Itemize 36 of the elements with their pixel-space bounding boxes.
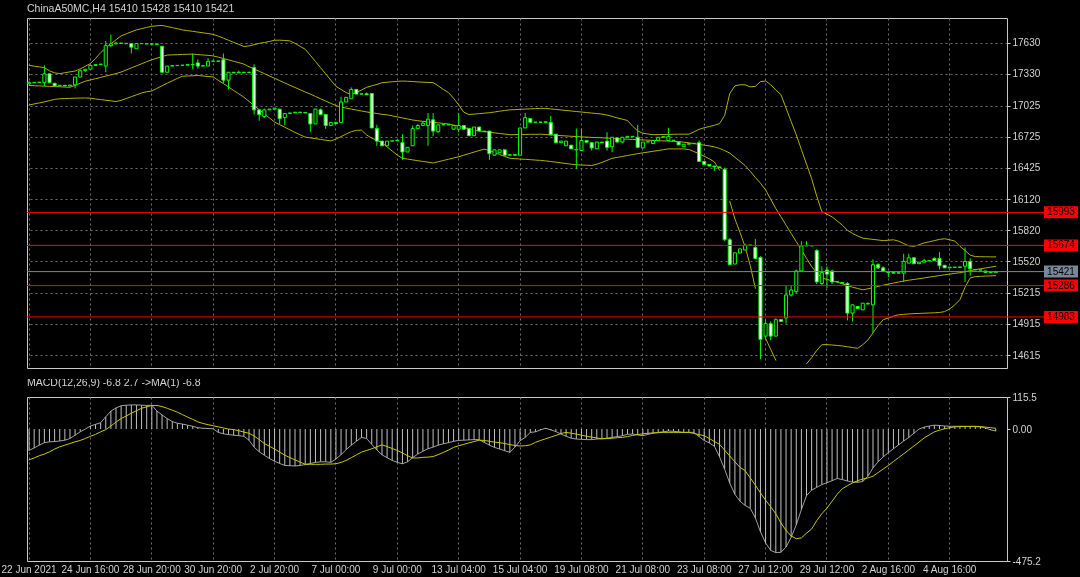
y-tick-label: 15215 <box>1012 287 1041 299</box>
x-tick-label: 7 Jul 00:00 <box>311 563 361 575</box>
chart-title: ChinaA50MC,H4 15410 15428 15410 15421 <box>27 1 235 14</box>
x-tick-label: 30 Jun 20:00 <box>184 563 243 575</box>
y-tick-label: 17630 <box>1012 37 1041 49</box>
y-tick-label: 15820 <box>1012 224 1041 236</box>
y-tick-label: 15520 <box>1012 255 1041 267</box>
x-tick-label: 2 Jul 20:00 <box>250 563 300 575</box>
y-tick-label: 115.5 <box>1012 391 1038 403</box>
x-tick-label: 27 Jul 12:00 <box>738 563 794 575</box>
y-tick-label: 17330 <box>1012 68 1041 80</box>
ref-line-label: 15286 <box>1047 279 1076 291</box>
y-tick-label: 16725 <box>1012 131 1041 143</box>
x-tick-label: 29 Jul 12:00 <box>799 563 855 575</box>
ref-line-label: 15421 <box>1047 265 1076 277</box>
x-tick-label: 2 Aug 16:00 <box>861 563 916 575</box>
y-tick-label: 0.00 <box>1012 423 1033 435</box>
x-tick-label: 15 Jul 04:00 <box>492 563 548 575</box>
y-tick-label: 16120 <box>1012 193 1041 205</box>
x-tick-label: 13 Jul 04:00 <box>431 563 487 575</box>
x-tick-label: 28 Jun 20:00 <box>122 563 182 575</box>
y-tick-label: 16425 <box>1012 162 1041 174</box>
x-tick-label: 9 Jul 00:00 <box>372 563 423 575</box>
x-tick-label: 19 Jul 08:00 <box>554 563 610 575</box>
x-tick-label: 4 Aug 16:00 <box>923 563 977 575</box>
ref-line-label: 14983 <box>1047 310 1076 322</box>
ref-line-label: 15674 <box>1047 239 1076 251</box>
x-tick-label: 23 Jul 08:00 <box>676 563 732 575</box>
y-tick-label: -475.2 <box>1012 555 1042 567</box>
x-tick-label: 21 Jul 08:00 <box>615 563 671 575</box>
ref-line-label: 15993 <box>1047 206 1076 218</box>
y-tick-label: 14915 <box>1012 318 1041 330</box>
x-tick-label: 24 Jun 16:00 <box>61 563 120 575</box>
x-tick-label: 22 Jun 2021 <box>1 563 57 575</box>
y-tick-label: 14615 <box>1012 349 1041 361</box>
y-tick-label: 17025 <box>1012 100 1041 111</box>
